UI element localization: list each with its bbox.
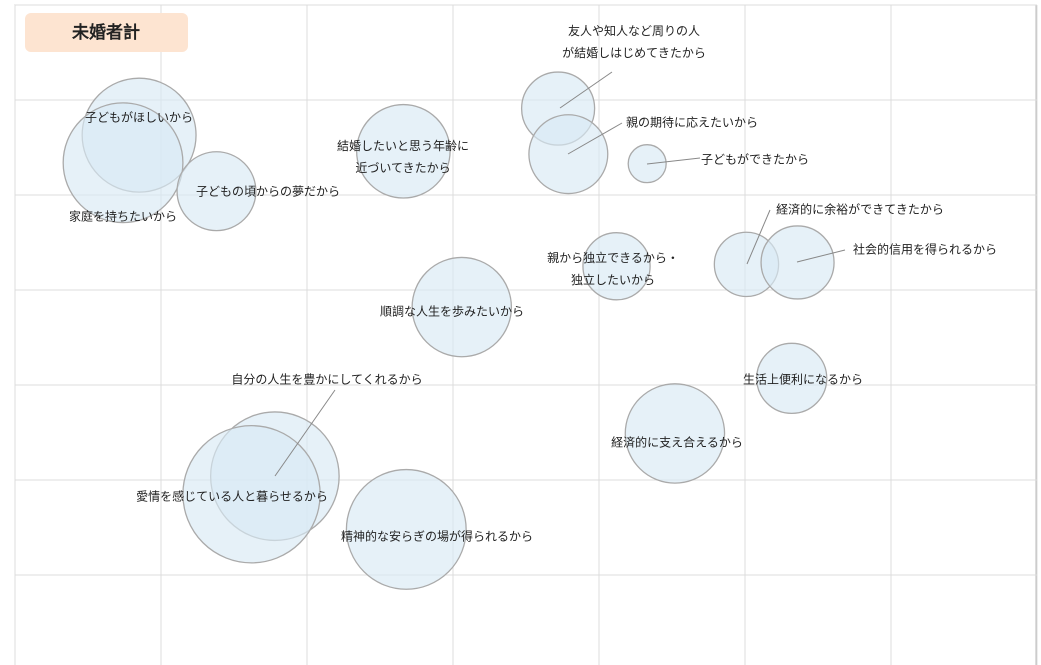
bubble-label: 順調な人生を歩みたいから	[380, 304, 524, 319]
bubble-label: 社会的信用を得られるから	[853, 242, 997, 257]
bubble	[624, 383, 726, 484]
bubble-label: 子どもができたから	[701, 152, 809, 167]
leader-line	[567, 122, 623, 155]
bubble	[355, 103, 451, 199]
title-box	[25, 13, 188, 52]
bubble-label: 子どもの頃からの夢だから	[196, 185, 340, 199]
leader-line	[646, 157, 701, 165]
bubble-label: 生活上便利になるから	[743, 373, 863, 387]
bubble	[345, 468, 467, 590]
leader-line	[746, 209, 771, 265]
bubble-label: 家庭を持ちたいから	[69, 209, 177, 224]
bubble-label: 精神的な安らぎの場が得られるから	[341, 529, 533, 544]
bubble	[760, 225, 835, 300]
bubble-label: 結婚したいと思う年齢に近づいてきたから	[337, 138, 469, 175]
bubble-label: 自分の人生を豊かにしてくれるから	[231, 373, 422, 387]
bubble-label: 経済的に余裕ができてきたから	[776, 202, 944, 217]
bubble	[176, 151, 257, 232]
bubble-label: 経済的に支え合えるから	[611, 435, 743, 450]
bubble	[582, 232, 651, 301]
bubble	[411, 256, 513, 358]
bubble	[756, 342, 828, 415]
bubbles	[62, 71, 835, 590]
bubble-label: 友人や知人など周りの人が結婚しはじめてきたから	[562, 24, 706, 60]
leader-line	[559, 71, 613, 109]
chart-title: 未婚者計	[71, 22, 140, 43]
bubble-label: 子どもがほしいから	[85, 110, 193, 125]
leader-line	[796, 249, 846, 263]
bubble	[62, 102, 184, 224]
bubble-label: 親の期待に応えたいから	[626, 116, 758, 130]
leader-line	[274, 389, 336, 477]
bubble-label: 愛情を感じている人と暮らせるから	[136, 489, 328, 504]
bubble-label: 親から独立できるから・独立したいから	[547, 250, 679, 287]
